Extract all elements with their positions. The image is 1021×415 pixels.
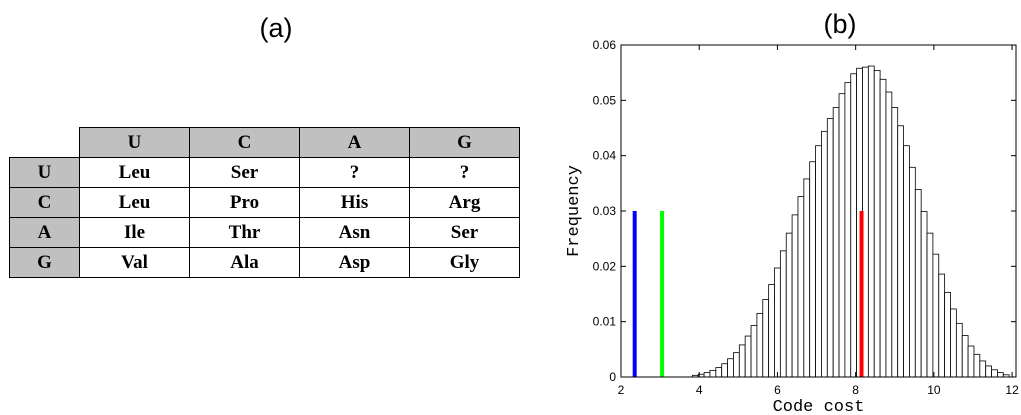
table-cell: Ser	[409, 217, 520, 248]
histogram-bar	[733, 352, 740, 378]
histogram-bar	[715, 367, 723, 378]
column-header: A	[299, 127, 410, 158]
x-tick-label: 8	[852, 383, 859, 397]
column-header: G	[409, 127, 520, 158]
table-cell: Ala	[189, 247, 300, 278]
histogram-bar	[955, 322, 963, 378]
histogram-bar	[821, 130, 828, 378]
histogram-bar	[903, 145, 910, 378]
x-tick-label: 10	[927, 383, 941, 397]
histogram-bar	[873, 70, 881, 378]
x-tick-label: 12	[1005, 383, 1019, 397]
histogram-bar	[909, 166, 916, 378]
table-cell: Asn	[299, 217, 410, 248]
table-cell: Gly	[409, 247, 520, 278]
x-axis-label: Code cost	[773, 398, 865, 415]
table-cell: Val	[79, 247, 190, 278]
histogram-bar	[961, 335, 969, 378]
table-cell: Leu	[79, 157, 190, 188]
histogram-bar	[850, 73, 858, 378]
histogram-bar	[791, 214, 799, 378]
histogram-bar	[721, 363, 728, 378]
y-tick-label: 0	[609, 370, 616, 384]
axis-ticks: 2 4 6 8 10 12 0 0.01 0.02 0.03 0.04 0.05 0.06	[593, 38, 1019, 397]
y-tick-label: 0.06	[593, 38, 617, 52]
x-tick-label: 4	[696, 383, 703, 397]
column-header: U	[79, 127, 190, 158]
histogram-bar	[756, 312, 764, 378]
histogram-bar	[914, 189, 922, 378]
panel-b-label: (b)	[823, 9, 857, 39]
table-cell: Ser	[189, 157, 300, 188]
table-cell: Asp	[299, 247, 410, 278]
table-cell: Arg	[409, 187, 520, 218]
histogram-bar	[744, 335, 752, 378]
y-tick-label: 0.02	[593, 259, 617, 273]
histogram-bar	[973, 353, 981, 378]
row-header: U	[9, 157, 80, 188]
histogram-bar	[891, 107, 899, 378]
table-row: U Leu Ser ? ?	[9, 157, 520, 188]
histogram-bar	[926, 232, 934, 378]
histogram-bar	[832, 107, 840, 378]
reference-lines	[632, 211, 864, 377]
histogram-bar	[997, 372, 1004, 378]
histogram-bar	[779, 250, 787, 378]
table-cell: Leu	[79, 187, 190, 218]
column-header: C	[189, 127, 300, 158]
y-axis-label: Frequency	[565, 165, 584, 257]
table-cell: Thr	[189, 217, 300, 248]
table-corner	[9, 127, 80, 158]
histogram-bar	[985, 365, 992, 378]
histogram-bar	[768, 284, 775, 378]
histogram-bar	[703, 372, 711, 378]
histogram-bar	[950, 308, 957, 378]
histogram-bar	[838, 93, 846, 378]
codon-table: U C A G U Leu Ser ? ? C Leu Pro His Arg …	[9, 127, 520, 278]
table-row: G Val Ala Asp Gly	[9, 247, 520, 278]
histogram-bar	[785, 232, 793, 378]
histogram-bar	[979, 360, 987, 378]
histogram-bar	[727, 358, 734, 378]
histogram-bar	[991, 369, 998, 378]
histogram-bar	[826, 118, 834, 378]
histogram-bar	[879, 78, 887, 378]
table-row: C Leu Pro His Arg	[9, 187, 520, 218]
table-header-row: U C A G	[9, 127, 520, 158]
table-cell: Pro	[189, 187, 300, 218]
table-cell: ?	[299, 157, 410, 188]
histogram-bar	[809, 161, 816, 378]
histogram-bar	[932, 253, 940, 378]
table-cell: Ile	[79, 217, 190, 248]
histogram-bar	[967, 345, 975, 378]
x-tick-label: 6	[774, 383, 781, 397]
table-row: A Ile Thr Asn Ser	[9, 217, 520, 248]
histogram-bar	[897, 125, 904, 378]
histogram-bar	[844, 82, 852, 378]
x-tick-label: 2	[618, 383, 625, 397]
histogram-bar	[920, 211, 928, 378]
histogram-bar	[815, 145, 822, 378]
y-tick-label: 0.01	[593, 315, 617, 329]
histogram-bar	[944, 291, 951, 378]
y-tick-label: 0.04	[593, 149, 617, 163]
histogram-bars	[691, 65, 1010, 378]
panel-a-label: (a)	[259, 13, 293, 43]
histogram-bar	[803, 178, 811, 378]
histogram-bar	[797, 196, 805, 378]
histogram-bar	[885, 91, 893, 378]
histogram-bar	[709, 369, 717, 378]
y-tick-label: 0.05	[593, 93, 617, 107]
table-cell: ?	[409, 157, 520, 188]
histogram-bar	[762, 299, 770, 378]
y-tick-label: 0.03	[593, 204, 617, 218]
histogram-bar	[738, 344, 746, 378]
histogram-bar	[774, 267, 781, 378]
histogram-bar	[867, 65, 875, 378]
row-header: G	[9, 247, 80, 278]
histogram-bar	[938, 273, 946, 378]
histogram-bar	[750, 325, 758, 378]
table-cell: His	[299, 187, 410, 218]
